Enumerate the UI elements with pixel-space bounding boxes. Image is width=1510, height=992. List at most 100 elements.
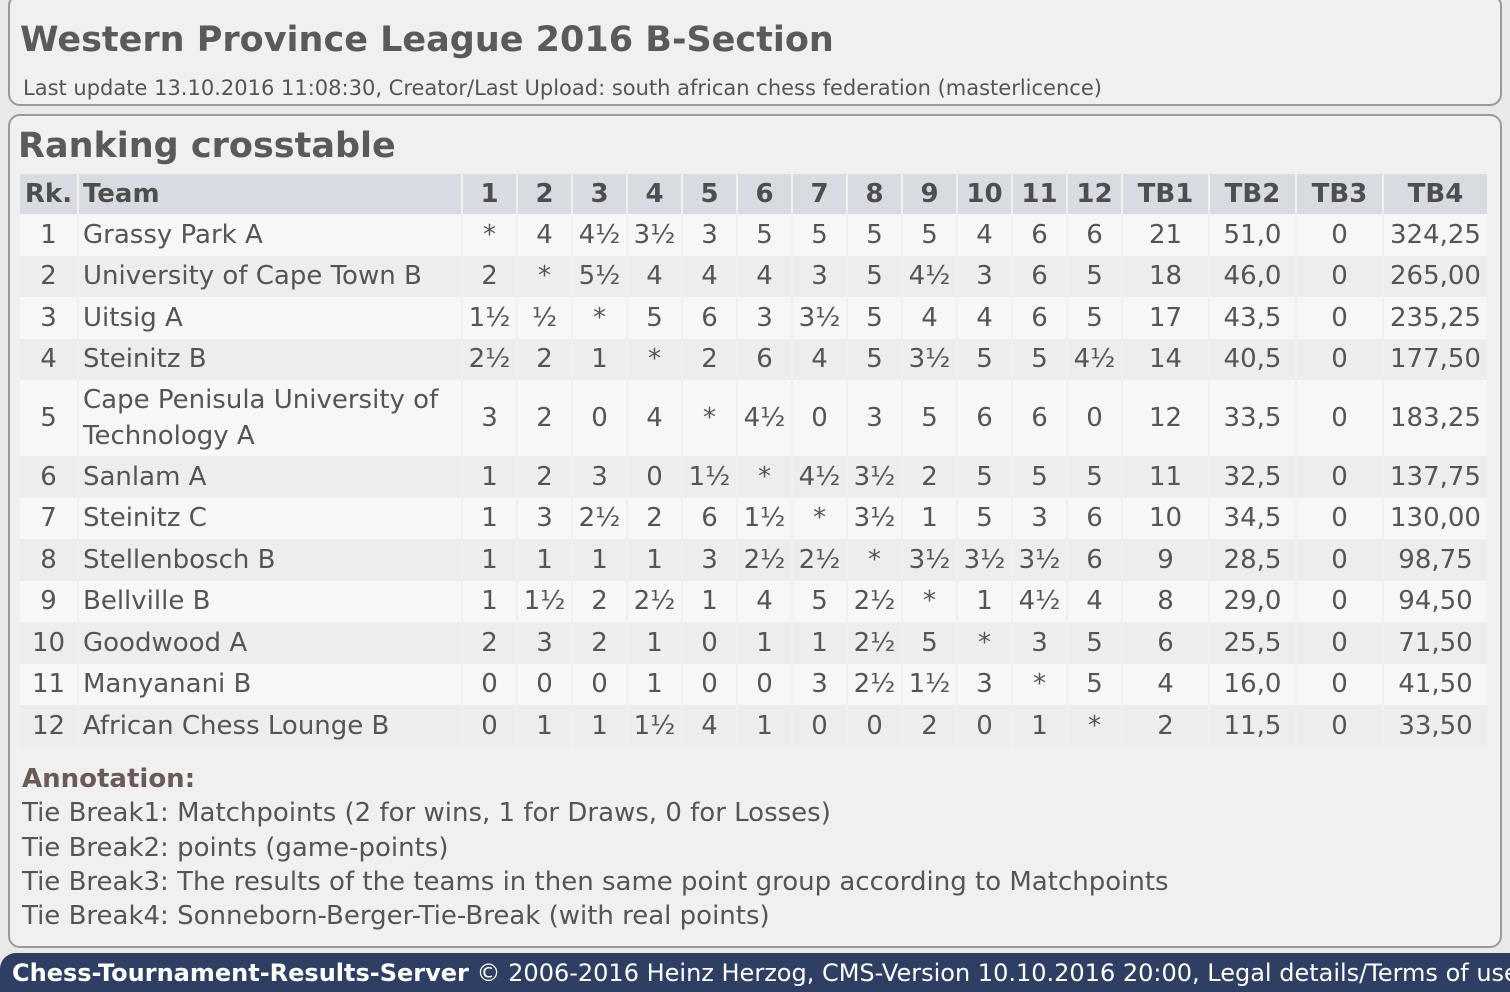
result-cell: 0	[573, 380, 626, 456]
result-cell: *	[683, 380, 736, 456]
result-cell: 5	[848, 297, 901, 339]
footer-bar: Chess-Tournament-Results-Server © 2006-2…	[0, 953, 1510, 992]
result-cell: 4	[1123, 663, 1208, 705]
team-name: University of Cape Town B	[79, 255, 461, 297]
result-cell: *	[1068, 705, 1121, 747]
legal-details-link[interactable]: Legal details/Terms of use	[1207, 959, 1510, 987]
result-cell: 2½	[573, 497, 626, 539]
result-cell: 51,0	[1210, 214, 1295, 256]
result-cell: 5	[958, 497, 1011, 539]
result-cell: 5	[1013, 338, 1066, 380]
result-cell: 1	[903, 497, 956, 539]
result-cell: 0	[1297, 255, 1382, 297]
result-cell: 0	[463, 705, 516, 747]
result-cell: 1	[518, 705, 571, 747]
result-cell: 235,25	[1384, 297, 1487, 339]
result-cell: 17	[1123, 297, 1208, 339]
result-cell: 40,5	[1210, 338, 1295, 380]
result-cell: 5	[1013, 456, 1066, 498]
result-cell: 1	[518, 539, 571, 581]
result-cell: 1	[573, 539, 626, 581]
result-cell: 5	[848, 214, 901, 256]
result-cell: 4½	[573, 214, 626, 256]
result-cell: 265,00	[1384, 255, 1487, 297]
section-title: Ranking crosstable	[18, 126, 396, 166]
result-cell: *	[958, 622, 1011, 664]
rank-cell: 12	[20, 705, 77, 747]
result-cell: 16,0	[1210, 663, 1295, 705]
result-cell: 3	[683, 539, 736, 581]
rank-cell: 4	[20, 338, 77, 380]
result-cell: 5	[628, 297, 681, 339]
result-cell: 1	[573, 338, 626, 380]
footer-brand: Chess-Tournament-Results-Server	[12, 959, 469, 987]
result-cell: 0	[738, 663, 791, 705]
result-cell: 0	[1068, 380, 1121, 456]
result-cell: 5	[848, 338, 901, 380]
header-col-12: 12	[1068, 174, 1121, 214]
rank-cell: 9	[20, 580, 77, 622]
result-cell: 34,5	[1210, 497, 1295, 539]
result-cell: 5	[1068, 663, 1121, 705]
result-cell: 4½	[1013, 580, 1066, 622]
result-cell: 1	[463, 580, 516, 622]
result-cell: 324,25	[1384, 214, 1487, 256]
result-cell: 5	[958, 456, 1011, 498]
result-cell: *	[903, 580, 956, 622]
footer-copyright: © 2006-2016 Heinz Herzog, CMS-Version 10…	[468, 959, 1208, 987]
result-cell: 3	[1013, 622, 1066, 664]
result-cell: 2	[573, 580, 626, 622]
result-cell: 0	[793, 380, 846, 456]
result-cell: 18	[1123, 255, 1208, 297]
result-cell: 25,5	[1210, 622, 1295, 664]
result-cell: 6	[683, 497, 736, 539]
result-cell: *	[518, 255, 571, 297]
result-cell: 4½	[738, 380, 791, 456]
result-cell: 3	[958, 663, 1011, 705]
team-name: African Chess Lounge B	[79, 705, 461, 747]
result-cell: 4	[683, 705, 736, 747]
table-row: 12 African Chess Lounge B 0 1 1 1½ 4 1 0 0 2 0 1 * 2 11…	[20, 705, 1487, 747]
result-cell: 6	[1068, 214, 1121, 256]
table-row: 10 Goodwood A 2 3 2 1 0 1 1 2½ 5 * 3 5 6 25,5 0 71,50	[20, 622, 1487, 664]
result-cell: 2½	[848, 580, 901, 622]
result-cell: 3	[518, 622, 571, 664]
team-name: Manyanani B	[79, 663, 461, 705]
result-cell: 2½	[848, 622, 901, 664]
result-cell: *	[738, 456, 791, 498]
header-col-tb1: TB1	[1123, 174, 1208, 214]
result-cell: 0	[1297, 338, 1382, 380]
result-cell: 8	[1123, 580, 1208, 622]
result-cell: 2	[518, 456, 571, 498]
result-cell: 6	[1013, 297, 1066, 339]
result-cell: 3	[848, 380, 901, 456]
header-col-8: 8	[848, 174, 901, 214]
result-cell: 4	[903, 297, 956, 339]
table-row: 8 Stellenbosch B 1 1 1 1 3 2½ 2½ * 3½ 3½ 3½ 6 9 28,5 0 98…	[20, 539, 1487, 581]
result-cell: 98,75	[1384, 539, 1487, 581]
result-cell: 3	[958, 255, 1011, 297]
result-cell: 28,5	[1210, 539, 1295, 581]
result-cell: 2½	[848, 663, 901, 705]
result-cell: 0	[628, 456, 681, 498]
rank-cell: 11	[20, 663, 77, 705]
table-row: 5 Cape Penisula University of Technology …	[20, 380, 1487, 456]
table-row: 6 Sanlam A 1 2 3 0 1½ * 4½ 3½ 2 5 5 5 11 32,5 0 137,75	[20, 456, 1487, 498]
result-cell: 2	[518, 338, 571, 380]
result-cell: 2	[518, 380, 571, 456]
header-col-tb3: TB3	[1297, 174, 1382, 214]
header-col-4: 4	[628, 174, 681, 214]
result-cell: 6	[738, 338, 791, 380]
result-cell: 11,5	[1210, 705, 1295, 747]
result-cell: 2	[463, 622, 516, 664]
header-col-5: 5	[683, 174, 736, 214]
result-cell: 1	[463, 539, 516, 581]
team-name: Bellville B	[79, 580, 461, 622]
table-row: 9 Bellville B 1 1½ 2 2½ 1 4 5 2½ * 1 4½ 4 8 29,0 0 94,50	[20, 580, 1487, 622]
result-cell: 5	[848, 255, 901, 297]
result-cell: 4	[738, 580, 791, 622]
result-cell: *	[573, 297, 626, 339]
annotation-line-tb3: Tie Break3: The results of the teams in …	[22, 866, 1169, 897]
result-cell: 0	[1297, 297, 1382, 339]
result-cell: *	[793, 497, 846, 539]
